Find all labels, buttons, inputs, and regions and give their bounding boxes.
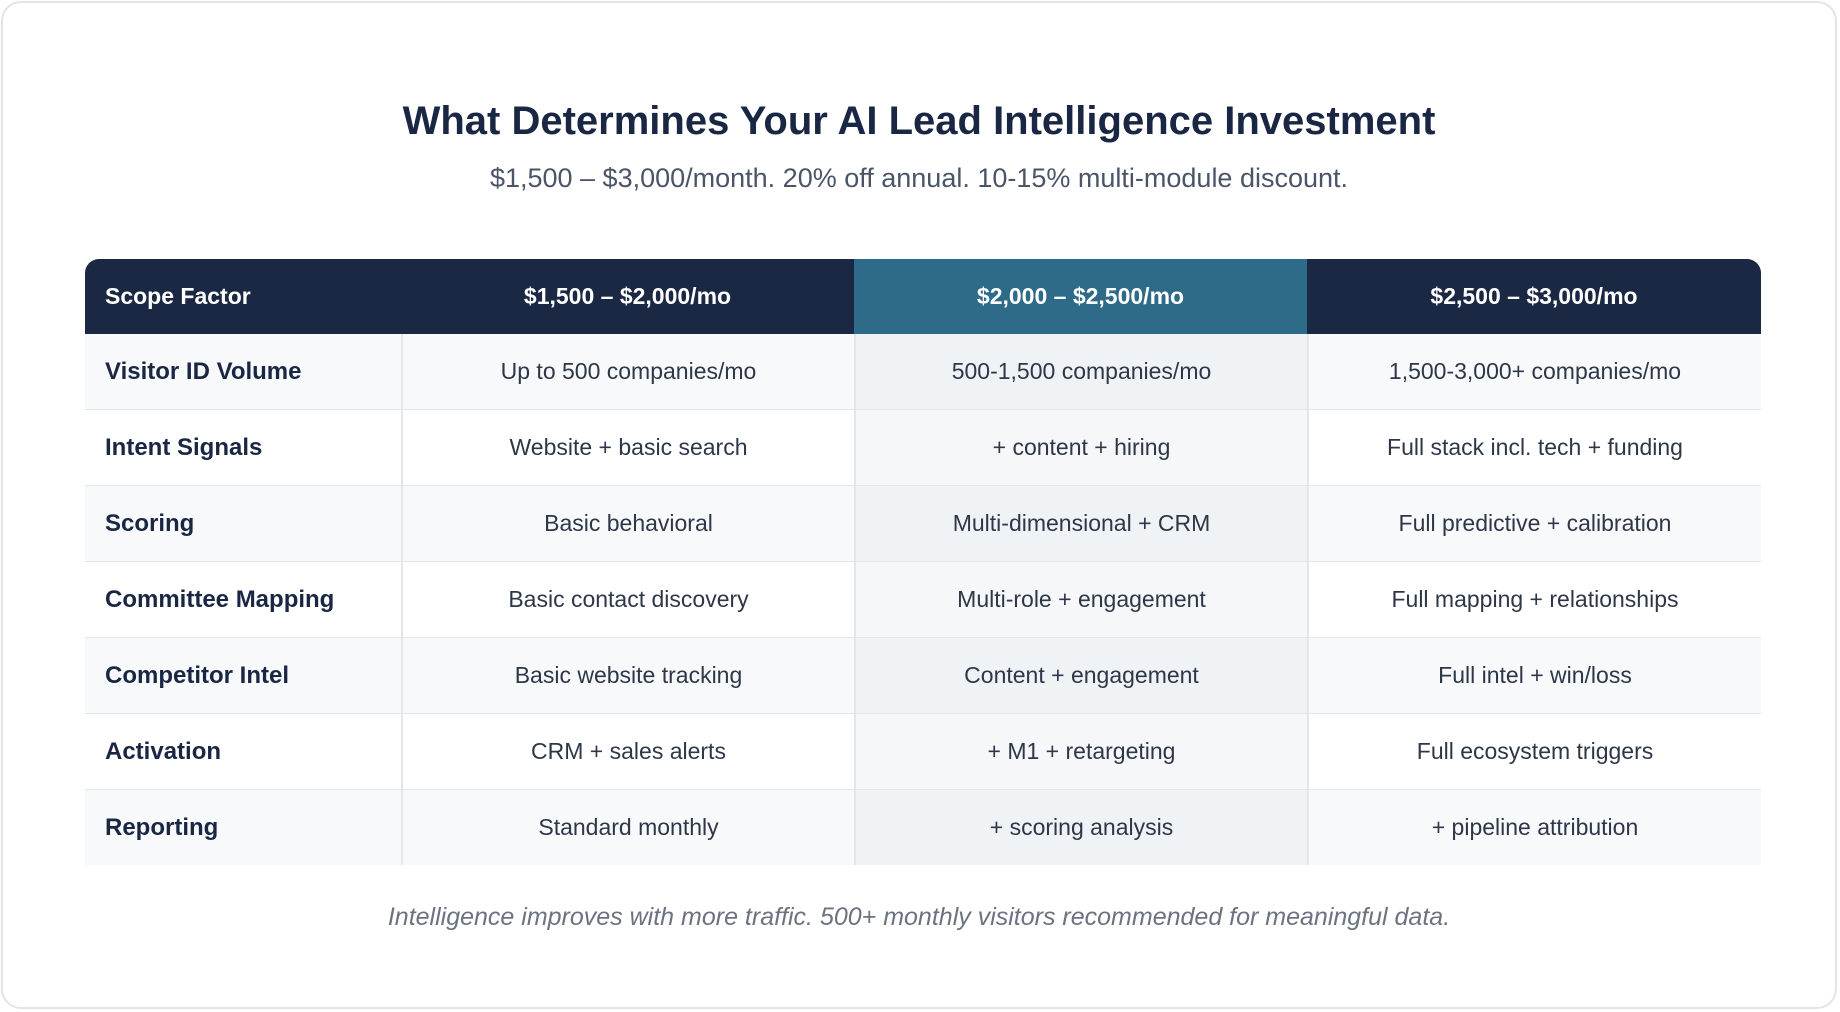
table-cell: Basic contact discovery: [401, 561, 854, 637]
pricing-table: Scope Factor $1,500 – $2,000/mo $2,000 –…: [85, 259, 1761, 865]
table-cell: + M1 + retargeting: [854, 713, 1307, 789]
row-label: Scoring: [85, 485, 401, 561]
table-cell: Full mapping + relationships: [1307, 561, 1761, 637]
table-row: Intent Signals Website + basic search + …: [85, 409, 1761, 485]
column-header-tier-3: $2,500 – $3,000/mo: [1307, 259, 1761, 334]
table-cell: Full intel + win/loss: [1307, 637, 1761, 713]
column-header-tier-1: $1,500 – $2,000/mo: [401, 259, 854, 334]
table-cell: + pipeline attribution: [1307, 789, 1761, 865]
table-cell: Content + engagement: [854, 637, 1307, 713]
column-header-scope-factor: Scope Factor: [85, 259, 401, 334]
table-cell: Multi-role + engagement: [854, 561, 1307, 637]
column-header-tier-2: $2,000 – $2,500/mo: [854, 259, 1307, 334]
table-cell: CRM + sales alerts: [401, 713, 854, 789]
table-cell: Website + basic search: [401, 409, 854, 485]
table-cell: Basic behavioral: [401, 485, 854, 561]
table-cell: + content + hiring: [854, 409, 1307, 485]
footnote: Intelligence improves with more traffic.…: [387, 903, 1451, 931]
row-label: Intent Signals: [85, 409, 401, 485]
table-cell: Full predictive + calibration: [1307, 485, 1761, 561]
table-row: Activation CRM + sales alerts + M1 + ret…: [85, 713, 1761, 789]
row-label: Competitor Intel: [85, 637, 401, 713]
table-row: Visitor ID Volume Up to 500 companies/mo…: [85, 334, 1761, 409]
table-cell: 1,500-3,000+ companies/mo: [1307, 334, 1761, 409]
row-label: Activation: [85, 713, 401, 789]
page-subtitle: $1,500 – $3,000/month. 20% off annual. 1…: [489, 163, 1349, 193]
table-cell: Multi-dimensional + CRM: [854, 485, 1307, 561]
table-cell: + scoring analysis: [854, 789, 1307, 865]
table-row: Committee Mapping Basic contact discover…: [85, 561, 1761, 637]
table-cell: Full ecosystem triggers: [1307, 713, 1761, 789]
table-cell: Standard monthly: [401, 789, 854, 865]
table-header-row: Scope Factor $1,500 – $2,000/mo $2,000 –…: [85, 259, 1761, 334]
table-cell: Up to 500 companies/mo: [401, 334, 854, 409]
row-label: Committee Mapping: [85, 561, 401, 637]
table-row: Reporting Standard monthly + scoring ana…: [85, 789, 1761, 865]
table-row: Competitor Intel Basic website tracking …: [85, 637, 1761, 713]
table-cell: Basic website tracking: [401, 637, 854, 713]
table-cell: 500-1,500 companies/mo: [854, 334, 1307, 409]
table-row: Scoring Basic behavioral Multi-dimension…: [85, 485, 1761, 561]
table-cell: Full stack incl. tech + funding: [1307, 409, 1761, 485]
page-title: What Determines Your AI Lead Intelligenc…: [402, 99, 1436, 143]
row-label: Visitor ID Volume: [85, 334, 401, 409]
row-label: Reporting: [85, 789, 401, 865]
